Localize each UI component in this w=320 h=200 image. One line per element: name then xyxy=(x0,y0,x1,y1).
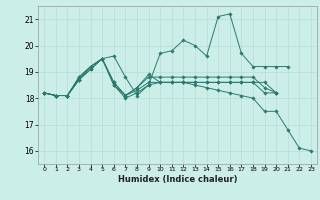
X-axis label: Humidex (Indice chaleur): Humidex (Indice chaleur) xyxy=(118,175,237,184)
